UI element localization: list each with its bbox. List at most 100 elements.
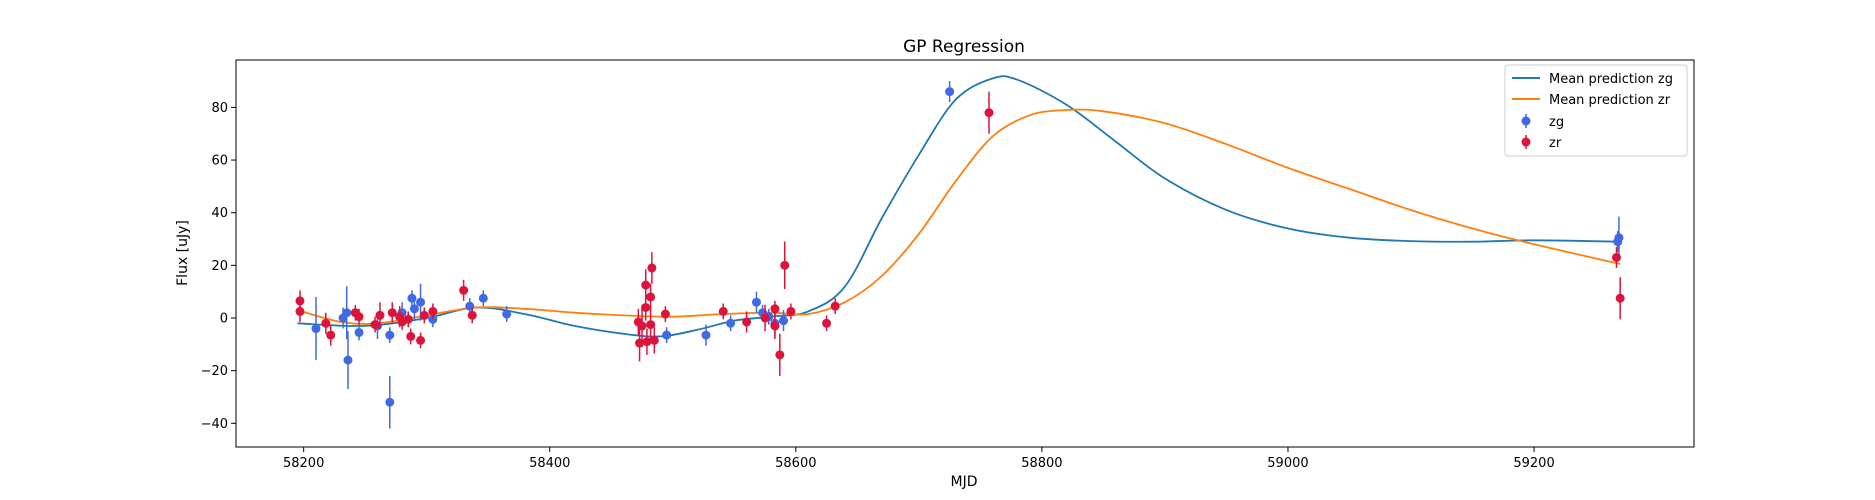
marker-zr-20 bbox=[637, 321, 647, 331]
marker-zr-25 bbox=[646, 292, 656, 302]
point-zr-31 bbox=[760, 304, 770, 332]
point-zr-20 bbox=[637, 304, 647, 347]
point-zg-7 bbox=[385, 375, 395, 429]
point-zr-22 bbox=[641, 269, 651, 301]
point-zg-10 bbox=[409, 298, 419, 320]
point-zr-6 bbox=[370, 316, 380, 333]
legend-box bbox=[1504, 64, 1688, 157]
point-zg-2 bbox=[342, 286, 352, 340]
point-zr-36 bbox=[786, 303, 796, 320]
point-zg-3 bbox=[343, 331, 353, 390]
point-zg-15 bbox=[502, 306, 512, 322]
point-zr-14 bbox=[419, 307, 429, 324]
y-tick-label-60: 60 bbox=[211, 154, 228, 169]
marker-zr-40 bbox=[1611, 252, 1621, 262]
point-zr-27 bbox=[649, 327, 659, 354]
marker-zr-12 bbox=[406, 331, 416, 341]
y-axis: −40 −20 0 20 40 60 80 bbox=[201, 101, 236, 432]
marker-zr-34 bbox=[775, 350, 785, 360]
point-zg-6 bbox=[385, 327, 395, 344]
marker-zg-24 bbox=[945, 87, 955, 97]
marker-zr-26 bbox=[647, 263, 657, 273]
marker-zr-3 bbox=[326, 330, 336, 340]
legend: Mean prediction zg Mean prediction zr zg… bbox=[1504, 64, 1688, 157]
marker-zg-23 bbox=[779, 316, 789, 326]
marker-zg-18 bbox=[726, 318, 736, 328]
point-zr-39 bbox=[984, 91, 994, 134]
x-tick-label-58800: 58800 bbox=[1021, 456, 1062, 471]
point-zr-26 bbox=[647, 252, 657, 284]
x-tick-label-59000: 59000 bbox=[1267, 456, 1308, 471]
y-axis-label: Flux [uJy] bbox=[175, 220, 191, 286]
marker-zr-31 bbox=[760, 313, 770, 323]
point-zr-5 bbox=[354, 308, 364, 325]
point-zr-34 bbox=[775, 333, 785, 376]
point-zr-29 bbox=[718, 303, 728, 320]
marker-zg-0 bbox=[311, 324, 321, 334]
marker-zr-7 bbox=[375, 310, 385, 320]
marker-zr-29 bbox=[718, 306, 728, 316]
marker-zg-7 bbox=[385, 397, 395, 407]
curve-zr-mean bbox=[297, 108, 1621, 325]
point-zg-16 bbox=[662, 327, 672, 344]
marker-zr-36 bbox=[786, 306, 796, 316]
marker-zr-38 bbox=[830, 301, 840, 311]
point-zr-40 bbox=[1611, 246, 1621, 268]
marker-zg-16 bbox=[662, 330, 672, 340]
point-zr-7 bbox=[375, 302, 385, 329]
marker-zr-35 bbox=[780, 260, 790, 270]
y-tick-label-20: 20 bbox=[211, 259, 228, 274]
point-zr-38 bbox=[830, 298, 840, 315]
y-tick-label--20: −20 bbox=[201, 364, 228, 379]
marker-zr-28 bbox=[660, 309, 670, 319]
point-zr-1 bbox=[295, 300, 305, 322]
point-zg-19 bbox=[751, 291, 761, 313]
point-zr-11 bbox=[403, 311, 413, 328]
point-zr-23 bbox=[642, 328, 652, 355]
marker-zg-6 bbox=[385, 330, 395, 340]
marker-zg-10 bbox=[409, 304, 419, 314]
marker-zr-27 bbox=[649, 335, 659, 345]
marker-zr-32 bbox=[770, 321, 780, 331]
x-axis-label: MJD bbox=[951, 474, 978, 490]
marker-zr-30 bbox=[742, 317, 752, 327]
marker-zr-8 bbox=[387, 308, 397, 318]
point-zg-17 bbox=[701, 324, 711, 346]
marker-zr-5 bbox=[354, 312, 364, 322]
legend-label-zr-mean: Mean prediction zr bbox=[1549, 93, 1671, 108]
marker-zg-26 bbox=[1614, 233, 1624, 243]
legend-label-zg: zg bbox=[1549, 115, 1564, 130]
plot-area bbox=[295, 75, 1625, 429]
point-zr-8 bbox=[387, 302, 397, 324]
y-tick-label-40: 40 bbox=[211, 206, 228, 221]
x-tick-label-58400: 58400 bbox=[529, 456, 570, 471]
y-tick-label--40: −40 bbox=[201, 417, 228, 432]
marker-zr-21 bbox=[641, 302, 651, 312]
point-zr-28 bbox=[660, 306, 670, 322]
y-tick-label-80: 80 bbox=[211, 101, 228, 116]
marker-zg-3 bbox=[343, 355, 353, 365]
point-zg-4 bbox=[354, 324, 364, 341]
marker-zr-17 bbox=[467, 310, 477, 320]
marker-zg-2 bbox=[342, 308, 352, 318]
marker-zr-22 bbox=[641, 280, 651, 290]
marker-zr-15 bbox=[428, 306, 438, 316]
curve-zg-mean bbox=[297, 75, 1621, 338]
point-zr-12 bbox=[406, 328, 416, 345]
point-zg-18 bbox=[726, 315, 736, 332]
point-zr-13 bbox=[416, 332, 426, 349]
marker-zr-14 bbox=[419, 310, 429, 320]
point-zr-24 bbox=[646, 308, 656, 341]
point-zg-14 bbox=[478, 290, 488, 307]
point-zr-2 bbox=[321, 312, 331, 334]
plot-frame bbox=[235, 59, 1695, 448]
point-zr-30 bbox=[742, 311, 752, 333]
point-zg-26 bbox=[1614, 216, 1624, 259]
x-tick-label-58600: 58600 bbox=[775, 456, 816, 471]
point-zg-0 bbox=[311, 296, 321, 361]
marker-zr-11 bbox=[403, 314, 413, 324]
marker-zr-13 bbox=[416, 335, 426, 345]
point-zr-15 bbox=[428, 303, 438, 320]
point-zr-35 bbox=[780, 241, 790, 290]
x-tick-label-58200: 58200 bbox=[283, 456, 324, 471]
